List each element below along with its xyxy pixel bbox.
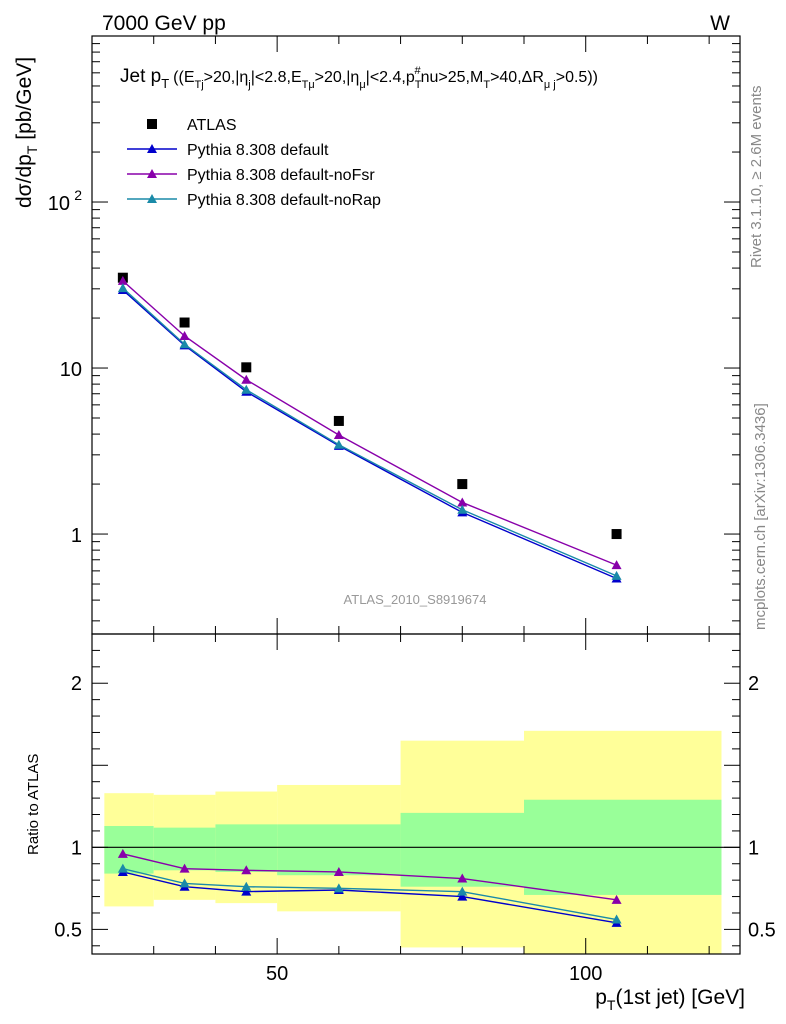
legend-label: Pythia 8.308 default-noFsr: [187, 167, 375, 184]
main-point-data: [179, 317, 190, 328]
ratio-point-noRap: [457, 886, 468, 896]
main-point-data: [241, 362, 252, 373]
legend-marker: [147, 144, 157, 153]
ratio-panel: 0.5 0.5 1 1 2 2 50 100 Ratio to ATLAS pT(1st j…: [25, 633, 776, 1013]
ratio-uncertainty-bands: [104, 730, 722, 954]
main-series-line-noRap: [122, 287, 617, 577]
main-point-noFsr: [333, 430, 344, 440]
main-y-axis-label: dσ/dpT [pb/GeV]: [13, 57, 40, 208]
ratio-point-noRap: [117, 863, 128, 873]
legend-entry-data: ATLAS: [147, 117, 237, 134]
ratio-y-tick-label-right: 2: [748, 673, 759, 695]
x-tick-labels: 50 100: [266, 963, 602, 985]
main-y-tick-exponent: 2: [74, 187, 82, 203]
x-tick-label: 100: [569, 963, 602, 985]
main-point-noRap: [457, 504, 468, 514]
main-point-noFsr: [457, 497, 468, 507]
legend-label: Pythia 8.308 default-noRap: [187, 192, 381, 209]
main-y-tick-label: 10: [48, 193, 70, 215]
ratio-point-noFsr: [457, 873, 468, 883]
ratio-point-default: [457, 891, 468, 901]
main-point-noRap: [179, 339, 190, 349]
main-point-noFsr: [241, 374, 252, 384]
ratio-point-noFsr: [117, 848, 128, 858]
legend: ATLAS Pythia 8.308 default Pythia 8.308 de…: [127, 117, 381, 209]
main-point-noFsr: [179, 330, 190, 340]
legend-entry-noRap: Pythia 8.308 default-noRap: [127, 192, 381, 209]
main-series-line-noFsr: [122, 280, 617, 566]
main-plot-marks: [117, 272, 622, 583]
main-point-noRap: [611, 570, 622, 580]
ratio-point-default: [241, 886, 252, 896]
rivet-label: Rivet 3.1.10, ≥ 2.6M events: [748, 86, 765, 269]
ratio-plot-marks: [117, 848, 622, 927]
ratio-y-axis-label: Ratio to ATLAS: [25, 754, 42, 855]
ratio-point-noRap: [611, 914, 622, 924]
process-label: W: [710, 12, 730, 35]
main-point-noFsr: [117, 275, 128, 285]
ratio-y-tick-label: 0.5: [54, 919, 82, 941]
analysis-tag: ATLAS_2010_S8919674: [344, 592, 487, 607]
legend-label: ATLAS: [187, 117, 237, 134]
main-point-data: [457, 479, 468, 490]
ratio-series-line-noRap: [122, 867, 617, 921]
main-point-data: [611, 529, 622, 540]
ratio-band-inner: [277, 824, 401, 876]
main-y-tick-label: 1: [71, 525, 82, 547]
ratio-y-tick-label: 1: [71, 837, 82, 859]
main-y-tick-label: 10: [60, 359, 82, 381]
ratio-y-tick-label-right: 0.5: [748, 919, 776, 941]
ratio-band-inner: [104, 826, 154, 874]
ratio-series-line-noFsr: [122, 853, 617, 901]
legend-marker: [147, 119, 157, 129]
ratio-y-tick-labels: 0.5 0.5 1 1 2 2: [54, 673, 776, 941]
ratio-axis-ticks: [91, 634, 740, 954]
ratio-point-noRap: [333, 883, 344, 893]
energy-label: 7000 GeV pp: [102, 12, 226, 35]
legend-marker: [147, 169, 157, 178]
ratio-band-inner: [215, 824, 278, 872]
main-point-noFsr: [611, 560, 622, 570]
ratio-point-noFsr: [241, 865, 252, 875]
ratio-point-noFsr: [179, 863, 190, 873]
main-point-noRap: [117, 283, 128, 293]
legend-entry-default: Pythia 8.308 default: [127, 142, 329, 159]
main-title: Jet pT ((ETj>20,|ηj|<2.8,ETμ>20,|ημ|<2.4,…: [120, 65, 598, 91]
x-tick-label: 50: [266, 963, 288, 985]
main-point-noRap: [241, 384, 252, 394]
ratio-series-line-default: [122, 871, 617, 924]
ratio-y-tick-label: 2: [71, 673, 82, 695]
main-axis-ticks: [91, 36, 740, 634]
main-point-noRap: [333, 439, 344, 449]
ratio-point-noRap: [241, 881, 252, 891]
ratio-frame: [91, 633, 741, 955]
ratio-y-tick-label-right: 1: [748, 837, 759, 859]
main-series-line-default: [122, 289, 617, 580]
legend-entry-noFsr: Pythia 8.308 default-noFsr: [127, 167, 375, 184]
ratio-point-noRap: [179, 878, 190, 888]
main-title-prefix: Jet p: [120, 66, 161, 87]
source-label: mcplots.cern.ch [arXiv:1306.3436]: [752, 403, 769, 630]
x-axis-label: pT(1st jet) [GeV]: [595, 986, 745, 1013]
main-point-data: [333, 415, 344, 426]
legend-label: Pythia 8.308 default: [187, 142, 329, 159]
main-title-sub: T: [161, 76, 169, 91]
ratio-point-noFsr: [611, 894, 622, 904]
legend-marker: [147, 194, 157, 203]
ratio-point-noFsr: [333, 866, 344, 876]
